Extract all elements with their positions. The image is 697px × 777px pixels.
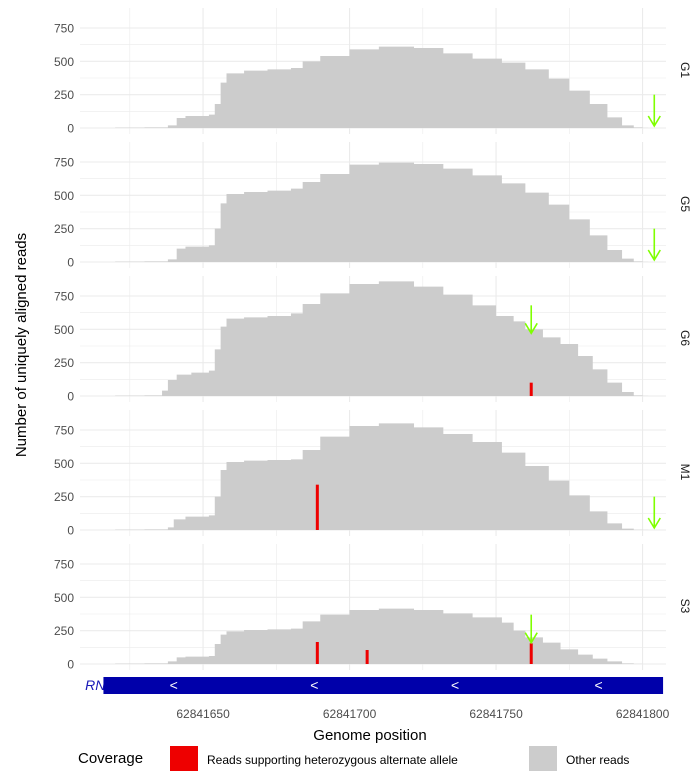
legend-swatch <box>529 746 557 771</box>
facet-label: M1 <box>678 464 692 481</box>
strand-arrow: < <box>595 677 603 693</box>
coverage-area <box>115 46 649 128</box>
alt-allele-bar <box>315 642 319 664</box>
coverage-area <box>115 423 649 530</box>
x-tick-label: 62841700 <box>323 707 377 721</box>
legend-swatch <box>170 746 198 771</box>
arrow-icon <box>647 228 661 262</box>
x-axis-title: Genome position <box>313 727 426 744</box>
alt-allele-bar <box>365 650 369 664</box>
arrow-icon <box>524 305 538 335</box>
arrow-icon <box>647 94 661 128</box>
y-tick-label: 500 <box>54 591 74 605</box>
y-axis-title: Number of uniquely aligned reads <box>13 233 30 457</box>
coverage-area <box>115 281 649 396</box>
y-tick-label: 750 <box>54 22 74 36</box>
y-tick-label: 250 <box>54 356 74 370</box>
facet-g5: 0 250 500 750 G5 <box>54 142 692 270</box>
y-tick-label: 250 <box>54 222 74 236</box>
facet-label: G1 <box>678 62 692 78</box>
arrow-icon <box>524 614 538 645</box>
coverage-area <box>115 608 649 664</box>
gene-bar <box>103 677 664 694</box>
arrow-head <box>647 517 661 530</box>
y-tick-label: 0 <box>67 524 74 538</box>
x-tick-label: 62841650 <box>176 707 230 721</box>
y-tick-label: 250 <box>54 490 74 504</box>
alt-allele-bar <box>315 484 319 530</box>
facet-m1: 0 250 500 750 M1 <box>54 410 692 538</box>
facet-g1: 0 250 500 750 G1 <box>54 8 692 136</box>
y-tick-label: 500 <box>54 55 74 69</box>
strand-arrow: < <box>451 677 459 693</box>
arrow-head <box>524 632 538 645</box>
x-tick-label: 62841800 <box>616 707 670 721</box>
legend-title: Coverage <box>78 750 143 767</box>
y-tick-label: 750 <box>54 156 74 170</box>
y-tick-label: 750 <box>54 424 74 438</box>
y-tick-label: 750 <box>54 558 74 572</box>
facet-label: S3 <box>678 599 692 614</box>
strand-arrow: < <box>170 677 178 693</box>
y-tick-label: 0 <box>67 122 74 136</box>
strand-arrow: < <box>310 677 318 693</box>
alt-allele-bar <box>529 382 533 396</box>
y-tick-label: 250 <box>54 88 74 102</box>
facet-label: G5 <box>678 196 692 212</box>
legend-label: Reads supporting heterozygous alternate … <box>207 753 458 767</box>
y-tick-label: 0 <box>67 256 74 270</box>
y-tick-label: 0 <box>67 390 74 404</box>
alt-allele-bar <box>529 643 533 664</box>
y-tick-label: 500 <box>54 457 74 471</box>
facet-s3: 0 250 500 750 S3 <box>54 544 692 672</box>
y-tick-label: 750 <box>54 290 74 304</box>
y-tick-label: 250 <box>54 624 74 638</box>
arrow-head <box>647 115 661 128</box>
facet-label: G6 <box>678 330 692 346</box>
gene-track: RNU2-2P<<<< <box>85 677 664 694</box>
legend-label: Other reads <box>566 753 629 767</box>
y-tick-label: 500 <box>54 323 74 337</box>
legend: Coverage Reads supporting heterozygous a… <box>78 746 629 771</box>
arrow-head <box>524 322 538 335</box>
coverage-area <box>115 162 649 262</box>
facet-panels: 0 250 500 750 G1 0 250 500 750 G5 0 250 500 750 G6 0 250… <box>54 8 692 672</box>
x-tick-label: 62841750 <box>469 707 523 721</box>
x-axis: 62841650 62841700 62841750 62841800 <box>176 707 669 721</box>
arrow-head <box>647 249 661 262</box>
y-tick-label: 0 <box>67 658 74 672</box>
y-tick-label: 500 <box>54 189 74 203</box>
facet-g6: 0 250 500 750 G6 <box>54 276 692 404</box>
arrow-icon <box>647 496 661 530</box>
